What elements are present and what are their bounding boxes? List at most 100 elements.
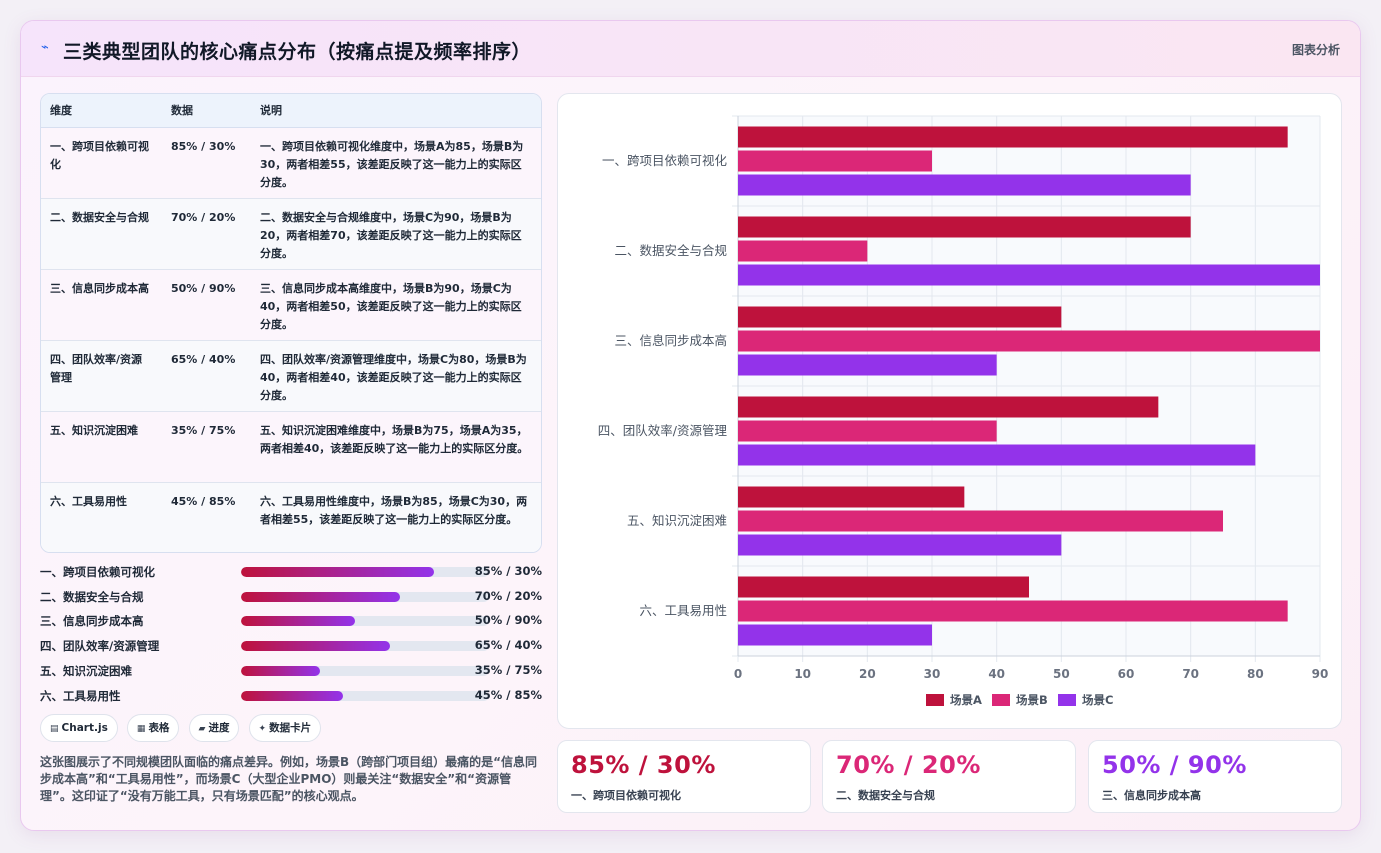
data-table: 维度 数据 说明 一、跨项目依赖可视化 85% / 30% 一、跨项目依赖可视化…: [40, 93, 542, 553]
bar-a: [738, 126, 1288, 148]
chart-analysis-tag: 图表分析: [1291, 43, 1340, 57]
progress-label: 一、跨项目依赖可视化: [40, 565, 155, 579]
trend-icon: ⌁: [41, 40, 49, 55]
progress-track: [241, 616, 489, 626]
table-header-row: 维度 数据 说明: [41, 94, 541, 128]
y-tick-label: 六、工具易用性: [639, 603, 727, 618]
x-tick-label: 60: [1118, 667, 1135, 681]
chip-label: Chart.js: [61, 722, 108, 734]
progress-track: [241, 666, 489, 676]
summary-text: 这张图展示了不同规模团队面临的痛点差异。例如，场景B（跨部门项目组）最痛的是“信…: [40, 755, 538, 803]
legend-label: 场景C: [1082, 693, 1113, 707]
cell-value: 65% / 40%: [162, 340, 251, 412]
table-row: 六、工具易用性 45% / 85% 六、工具易用性维度中，场景B为85，场景C为…: [41, 482, 541, 552]
table-row: 一、跨项目依赖可视化 85% / 30% 一、跨项目依赖可视化维度中，场景A为8…: [41, 127, 541, 199]
progress-fill: [241, 567, 435, 577]
chip-chartjs[interactable]: ▤ Chart.js: [40, 714, 118, 742]
bar-a: [738, 486, 965, 508]
bar-c: [738, 264, 1320, 286]
table-icon: ▦: [136, 724, 146, 734]
bar-b: [738, 330, 1320, 352]
bar-chart: 0 10 20 30 40 50 60 70 80 90 一、跨项目依赖可视化二、数据安全与合规三、…: [598, 115, 1329, 707]
bar-b: [738, 420, 997, 442]
bar-c: [738, 354, 997, 376]
progress-value: 85% / 30%: [474, 564, 542, 578]
chip-progress[interactable]: ▰ 进度: [188, 714, 240, 742]
stat-card: 85% / 30% 一、跨项目依赖可视化: [557, 740, 811, 813]
progress-row: 四、团队效率/资源管理 65% / 40%: [40, 636, 542, 656]
progress-track: [241, 592, 489, 602]
chip-label: 数据卡片: [269, 722, 312, 734]
cell-value: 70% / 20%: [162, 198, 251, 270]
bar-b: [738, 510, 1223, 532]
progress-row: 一、跨项目依赖可视化 85% / 30%: [40, 562, 542, 582]
page-title: 三类典型团队的核心痛点分布（按痛点提及频率排序）: [63, 41, 532, 63]
bar-b: [738, 240, 868, 262]
progress-track: [241, 691, 489, 701]
stat-value: 70% / 20%: [836, 751, 981, 779]
bar-b: [738, 150, 932, 172]
x-tick-label: 10: [794, 667, 811, 681]
progress-value: 45% / 85%: [474, 688, 542, 702]
chart-card: 0 10 20 30 40 50 60 70 80 90 一、跨项目依赖可视化 二、数据安全与合规 三、…: [557, 93, 1342, 729]
table-row: 四、团队效率/资源管理 65% / 40% 四、团队效率/资源管理维度中，场景C…: [41, 340, 541, 412]
progress-row: 五、知识沉淀困难 35% / 75%: [40, 661, 542, 681]
progress-icon: ▰: [198, 724, 206, 734]
x-tick-label: 50: [1053, 667, 1070, 681]
y-tick-label: 二、数据安全与合规: [614, 243, 727, 258]
stat-value: 50% / 90%: [1102, 751, 1247, 779]
chip-table[interactable]: ▦ 表格: [126, 714, 180, 742]
progress-label: 二、数据安全与合规: [40, 590, 144, 604]
bar-a: [738, 396, 1159, 418]
x-tick-label: 0: [734, 667, 742, 681]
cell-dimension: 六、工具易用性: [41, 482, 162, 552]
table-row: 三、信息同步成本高 50% / 90% 三、信息同步成本高维度中，场景B为90，…: [41, 269, 541, 341]
progress-label: 五、知识沉淀困难: [40, 664, 132, 678]
bar-a: [738, 306, 1062, 328]
cell-dimension: 三、信息同步成本高: [41, 269, 162, 341]
y-tick-label: 五、知识沉淀困难: [627, 513, 727, 528]
y-tick-label: 四、团队效率/资源管理: [598, 423, 728, 438]
bar-a: [738, 576, 1029, 598]
x-tick-label: 40: [988, 667, 1005, 681]
cell-dimension: 五、知识沉淀困难: [41, 411, 162, 483]
cell-description: 四、团队效率/资源管理维度中，场景C为80，场景B为40，两者相差40，该差距反…: [251, 340, 541, 412]
x-tick-label: 30: [924, 667, 941, 681]
x-tick-label: 80: [1247, 667, 1264, 681]
bar-c: [738, 624, 932, 646]
progress-label: 三、信息同步成本高: [40, 614, 144, 628]
cell-description: 二、数据安全与合规维度中，场景C为90，场景B为20，两者相差70，该差距反映了…: [251, 198, 541, 270]
stat-value: 85% / 30%: [571, 751, 716, 779]
progress-fill: [241, 691, 343, 701]
bar-a: [738, 216, 1191, 238]
progress-fill: [241, 592, 400, 602]
cell-value: 85% / 30%: [162, 127, 251, 199]
stat-label: 一、跨项目依赖可视化: [571, 789, 681, 802]
progress-track: [241, 567, 489, 577]
cell-dimension: 一、跨项目依赖可视化: [41, 127, 162, 199]
cell-value: 35% / 75%: [162, 411, 251, 483]
legend-swatch: [992, 694, 1010, 706]
header: ⌁ 三类典型团队的核心痛点分布（按痛点提及频率排序） 图表分析: [21, 21, 1360, 77]
progress-value: 65% / 40%: [474, 638, 542, 652]
column-header-dimension: 维度: [41, 94, 162, 128]
bar-c: [738, 534, 1062, 556]
chip-data-cards[interactable]: ✦ 数据卡片: [248, 714, 322, 742]
x-tick-label: 90: [1312, 667, 1329, 681]
table-row: 五、知识沉淀困难 35% / 75% 五、知识沉淀困难维度中，场景B为75，场景…: [41, 411, 541, 483]
bar-b: [738, 600, 1288, 622]
legend-swatch: [926, 694, 944, 706]
column-header-data: 数据: [162, 94, 251, 128]
cell-value: 50% / 90%: [162, 269, 251, 341]
legend-label: 场景A: [950, 693, 982, 707]
progress-value: 70% / 20%: [474, 589, 542, 603]
stat-card: 70% / 20% 二、数据安全与合规: [822, 740, 1076, 813]
progress-value: 35% / 75%: [474, 663, 542, 677]
chip-label: 进度: [208, 722, 230, 734]
progress-row: 三、信息同步成本高 50% / 90%: [40, 611, 542, 631]
cell-dimension: 四、团队效率/资源管理: [41, 340, 162, 412]
cell-value: 45% / 85%: [162, 482, 251, 552]
progress-value: 50% / 90%: [474, 613, 542, 627]
stat-label: 二、数据安全与合规: [836, 789, 935, 802]
bar-c: [738, 174, 1191, 196]
